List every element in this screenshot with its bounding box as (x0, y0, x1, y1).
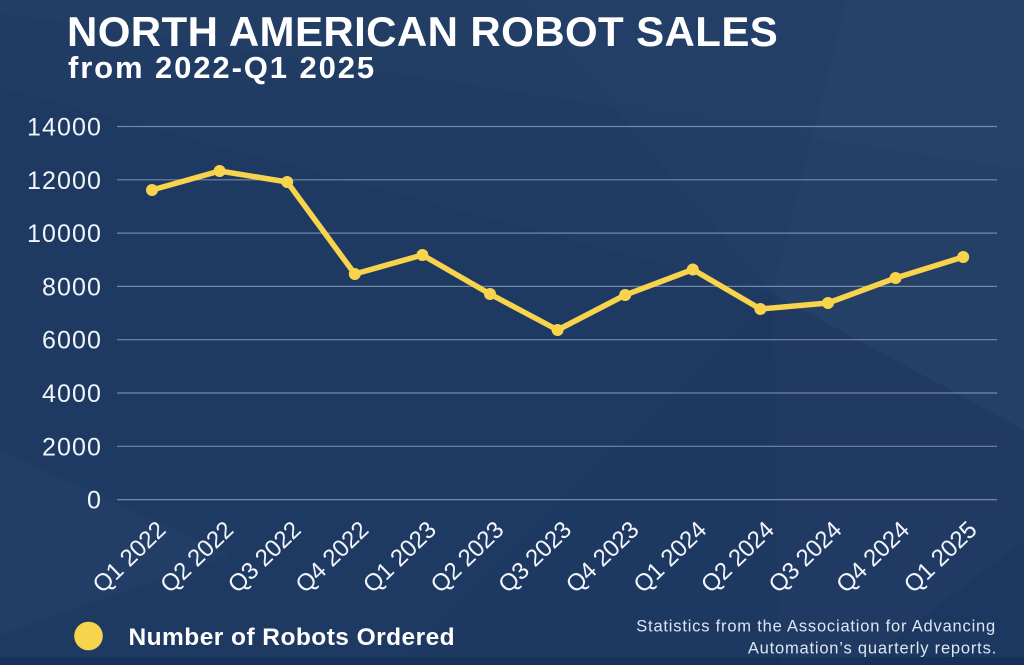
svg-text:10000: 10000 (27, 220, 102, 248)
svg-text:8000: 8000 (42, 273, 102, 301)
svg-text:NORTH AMERICAN ROBOT SALES: NORTH AMERICAN ROBOT SALES (67, 8, 778, 55)
svg-text:from 2022-Q1 2025: from 2022-Q1 2025 (68, 50, 376, 85)
svg-text:14000: 14000 (27, 114, 102, 142)
svg-text:12000: 12000 (27, 167, 102, 195)
svg-text:6000: 6000 (42, 327, 102, 355)
svg-text:2000: 2000 (42, 433, 102, 461)
svg-text:4000: 4000 (42, 380, 102, 408)
svg-text:0: 0 (87, 487, 102, 515)
svg-text:Number of Robots Ordered: Number of Robots Ordered (129, 624, 456, 651)
svg-text:Automation’s quarterly reports: Automation’s quarterly reports. (748, 640, 997, 658)
svg-text:Statistics from the Associatio: Statistics from the Association for Adva… (636, 618, 996, 636)
